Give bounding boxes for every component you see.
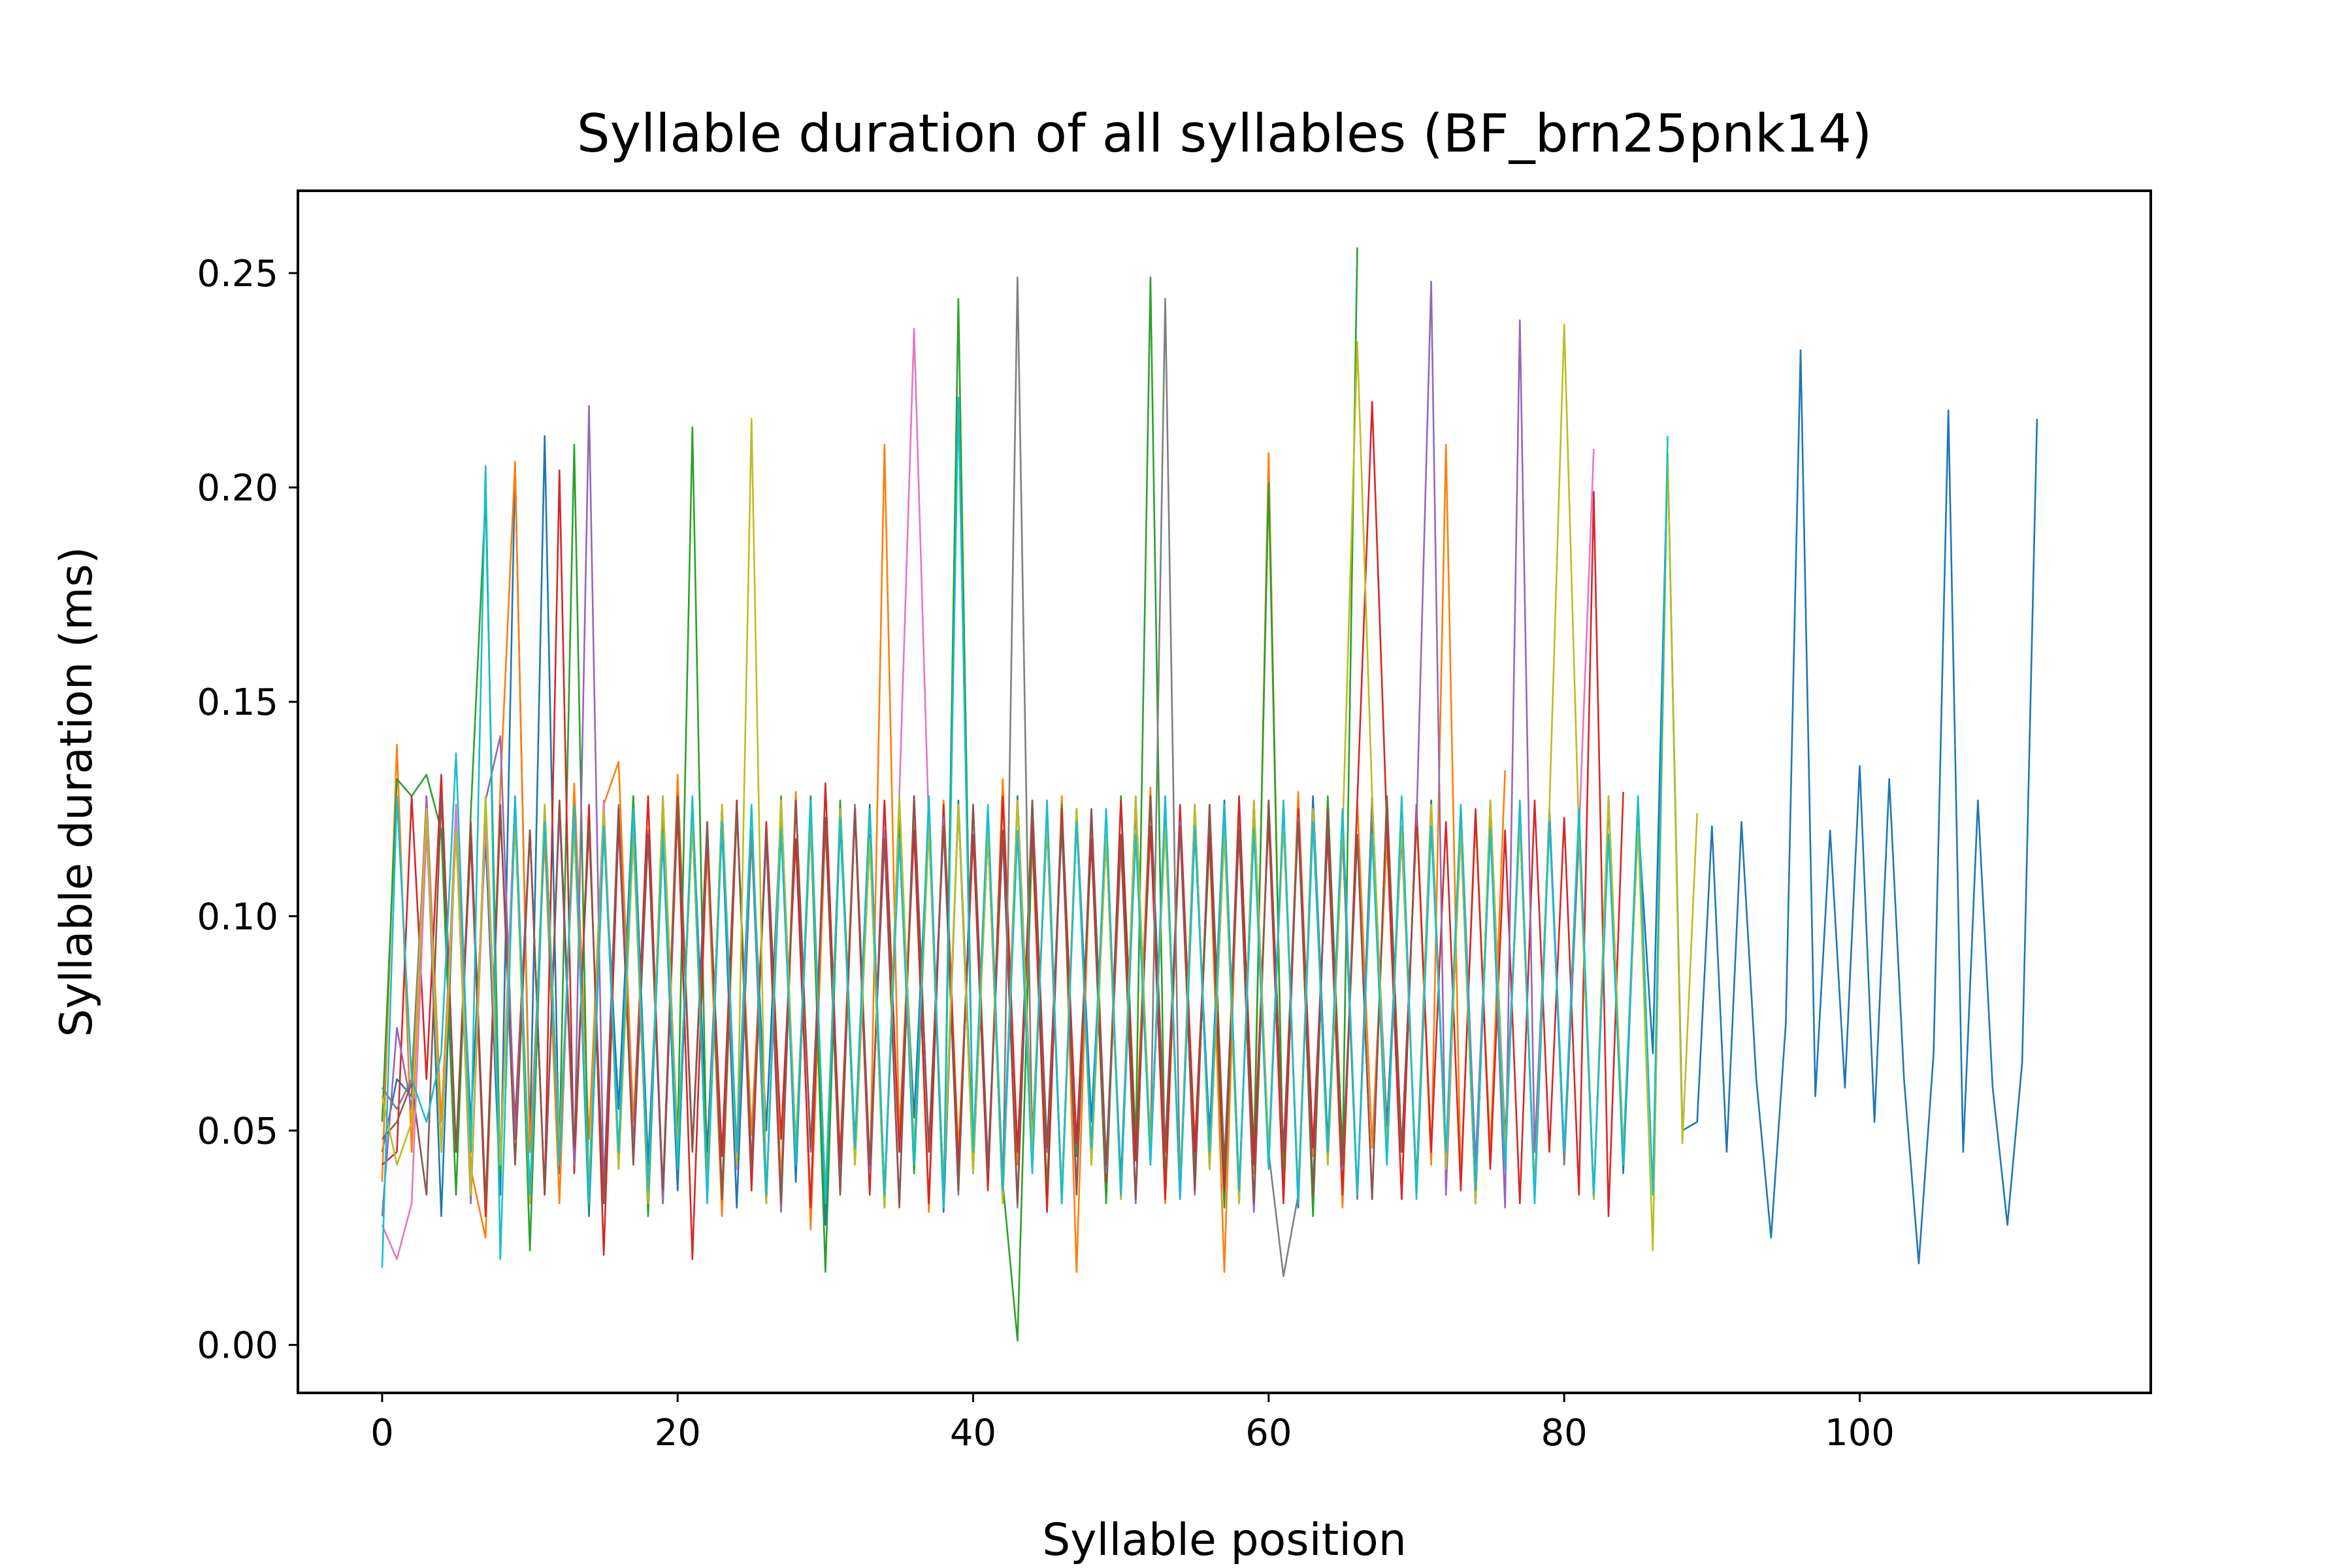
y-tick-label: 0.25: [197, 253, 278, 295]
y-tick-label: 0.05: [197, 1110, 278, 1152]
x-tick-label: 100: [1825, 1412, 1895, 1454]
y-tick-label: 0.20: [197, 467, 278, 510]
y-axis-label: Syllable duration (ms): [51, 547, 103, 1037]
x-tick-label: 40: [950, 1412, 996, 1454]
chart-title: Syllable duration of all syllables (BF_b…: [577, 103, 1872, 164]
x-tick-label: 0: [370, 1412, 394, 1454]
x-tick-label: 80: [1541, 1412, 1588, 1454]
plot-area: [381, 247, 2038, 1342]
x-tick-label: 20: [655, 1412, 701, 1454]
x-axis-label: Syllable position: [1042, 1514, 1407, 1566]
y-tick-label: 0.10: [197, 896, 278, 938]
series-line-6: [381, 795, 1418, 1209]
x-axis: 0 20 40 60 80 100: [370, 1393, 1895, 1454]
series-line-10: [381, 396, 1669, 1268]
y-axis: 0.00 0.05 0.10 0.15 0.20 0.25: [197, 253, 298, 1367]
series-layer: [381, 247, 2038, 1342]
y-tick-label: 0.15: [197, 681, 278, 724]
x-tick-label: 60: [1245, 1412, 1292, 1454]
plot-frame: [297, 189, 2152, 1394]
y-tick-label: 0.00: [197, 1325, 278, 1367]
